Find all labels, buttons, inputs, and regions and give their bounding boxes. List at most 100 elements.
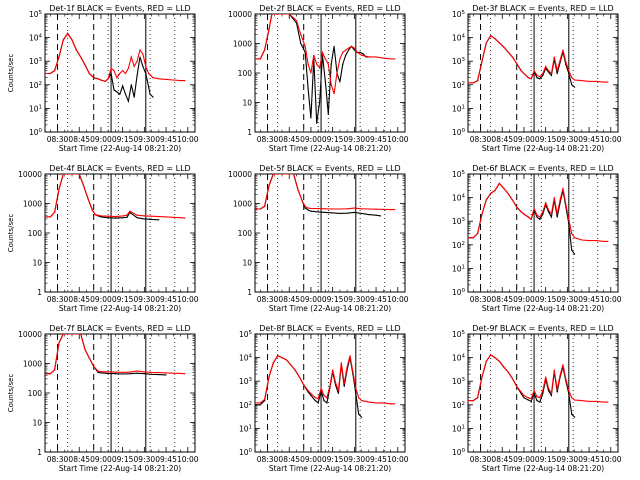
data-point [110, 72, 112, 75]
data-point [91, 209, 93, 211]
data-point [337, 392, 340, 395]
data-point [349, 355, 351, 357]
chart-title: Det-8f BLACK = Events, RED = LLD [259, 324, 400, 333]
data-point [314, 397, 316, 399]
data-point [288, 14, 290, 15]
data-point [277, 355, 279, 357]
data-point [536, 216, 538, 218]
x-tick-label: 08:30 [257, 455, 279, 464]
data-point [375, 56, 377, 58]
data-point [472, 237, 474, 239]
data-point [255, 402, 256, 404]
y-tick-label: 1000 [233, 40, 252, 49]
data-point [104, 80, 106, 82]
data-point [129, 371, 131, 373]
data-point [550, 72, 553, 75]
data-point [553, 369, 555, 371]
data-point [259, 404, 261, 406]
data-point [49, 72, 51, 75]
y-tick-label: 104 [452, 354, 466, 363]
data-point [62, 334, 64, 335]
data-point [184, 80, 186, 82]
series-line-lld [468, 354, 608, 403]
y-tick-label: 103 [452, 377, 466, 386]
data-point [511, 199, 513, 201]
y-tick-label: 102 [239, 401, 252, 410]
data-point [71, 334, 73, 335]
x-axis-label: Start Time (22-Aug-14 08:21:20) [269, 304, 391, 313]
y-tick-label: 100 [452, 128, 466, 137]
data-point [539, 76, 541, 78]
data-point [542, 213, 544, 215]
data-point [565, 61, 567, 63]
data-point [568, 69, 570, 72]
data-point [100, 372, 102, 374]
data-point [303, 384, 305, 386]
data-point [389, 209, 392, 211]
data-point [542, 389, 544, 392]
x-tick-label: 09:45 [578, 455, 600, 464]
y-tick-label: 103 [239, 377, 253, 386]
data-point [301, 200, 303, 202]
data-point [45, 216, 46, 218]
data-point [122, 217, 124, 219]
data-point [319, 67, 321, 69]
data-point [139, 56, 141, 58]
x-axis-label: Start Time (22-Aug-14 08:21:20) [59, 464, 181, 473]
data-point [152, 77, 154, 79]
x-tick-label: 08:30 [47, 295, 69, 304]
data-point [507, 371, 509, 373]
data-point [382, 57, 384, 59]
data-point [595, 400, 597, 402]
data-point [334, 381, 337, 383]
x-tick-label: 09:15 [112, 295, 134, 304]
data-point [271, 14, 273, 15]
data-point [516, 385, 518, 388]
data-point [562, 364, 564, 366]
data-point [545, 376, 547, 378]
x-tick-label: 10:00 [600, 135, 622, 144]
x-tick-label: 09:30 [134, 135, 156, 144]
y-tick-label: 102 [452, 401, 465, 410]
series-events [255, 174, 382, 217]
data-point [158, 78, 160, 80]
data-point [67, 174, 69, 175]
data-point [565, 204, 567, 206]
data-point [321, 51, 324, 53]
x-tick-label: 10:00 [387, 295, 409, 304]
data-point [545, 65, 547, 68]
x-tick-label: 08:45 [278, 295, 300, 304]
x-tick-label: 09:00 [513, 135, 535, 144]
data-point [136, 74, 138, 77]
x-tick-label: 10:00 [600, 295, 622, 304]
data-point [573, 237, 576, 239]
data-point [382, 402, 384, 404]
data-point [158, 219, 160, 221]
data-point [337, 389, 340, 392]
data-point [498, 42, 500, 44]
data-point [304, 51, 306, 53]
data-point [332, 212, 334, 214]
series-lld [255, 355, 396, 405]
data-point [158, 374, 160, 376]
x-tick-label: 08:30 [47, 455, 69, 464]
data-point [547, 387, 550, 389]
chart-title: Det-2f BLACK = Events, RED = LLD [259, 4, 400, 13]
data-point [326, 397, 328, 399]
data-point [126, 214, 128, 216]
data-point [494, 357, 496, 359]
x-tick-label: 09:00 [90, 455, 112, 464]
x-tick-label: 09:15 [112, 455, 134, 464]
data-point [360, 208, 363, 210]
x-axis-label: Start Time (22-Aug-14 08:21:20) [269, 464, 391, 473]
data-point [556, 391, 558, 393]
data-point [317, 398, 319, 400]
data-point [130, 56, 132, 58]
data-point [571, 84, 573, 86]
data-point [332, 208, 334, 210]
data-point [550, 74, 553, 77]
data-point [556, 216, 558, 218]
y-tick-label: 1000 [23, 360, 42, 369]
data-point [124, 72, 127, 75]
